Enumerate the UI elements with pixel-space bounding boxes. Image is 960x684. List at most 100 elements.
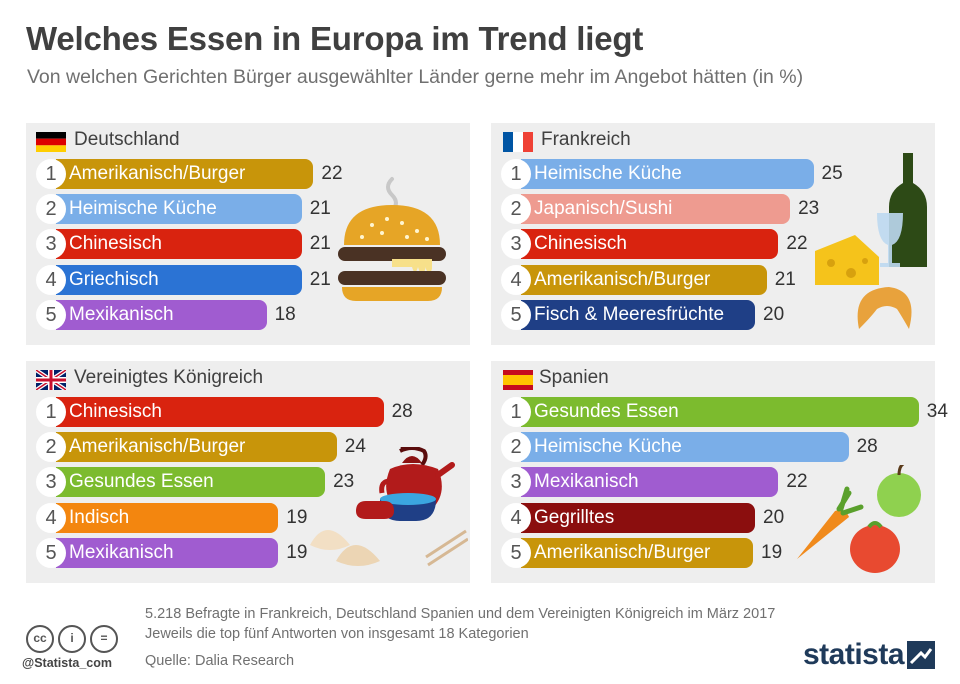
- bar-label: Indisch: [69, 506, 130, 528]
- bar-label: Amerikanisch/Burger: [69, 163, 246, 184]
- bar-value: 20: [763, 303, 785, 325]
- bar: [521, 229, 779, 260]
- bar-value: 24: [344, 436, 366, 458]
- rank-badge: 4: [36, 264, 66, 295]
- rank-badge: 1: [36, 159, 66, 189]
- bar: [521, 397, 919, 427]
- by-icon: i: [58, 625, 86, 653]
- vegetables-icon: [797, 465, 921, 573]
- bar-label: Gesundes Essen: [534, 401, 679, 422]
- bar-label: Amerikanisch/Burger: [69, 436, 246, 458]
- rank-badge: 4: [36, 502, 66, 533]
- teapot-dumplings-icon: [310, 447, 468, 567]
- bar: [521, 159, 814, 189]
- footnote-2: Jeweils die top fünf Antworten von insge…: [145, 626, 529, 642]
- bar: [56, 229, 302, 260]
- panel-title: Vereinigtes Königreich: [74, 367, 264, 388]
- bar: [521, 432, 849, 463]
- uk-flag-icon: [36, 370, 66, 390]
- bar-value: 25: [821, 163, 843, 184]
- rank-badge: 1: [36, 397, 66, 427]
- bar-label: Mexikanisch: [534, 471, 639, 493]
- panel-vereinigtes-koenigreich: Vereinigtes Königreich 1 Chinesisch 28 2 Ame…: [26, 361, 470, 583]
- bar-label: Japanisch/Sushi: [534, 198, 673, 220]
- rank-badge: 2: [501, 194, 531, 225]
- bar: [521, 467, 779, 498]
- bar: [56, 502, 279, 533]
- rank-badge: 2: [36, 194, 66, 225]
- bar: [56, 264, 302, 295]
- bar-value: 28: [391, 401, 413, 422]
- rank-badge: 3: [501, 467, 531, 498]
- chart-subtitle: Von welchen Gerichten Bürger ausgewählte…: [27, 66, 804, 88]
- bar: [56, 397, 384, 427]
- bar-label: Heimische Küche: [534, 163, 682, 184]
- footnote-1: 5.218 Befragte in Frankreich, Deutschlan…: [145, 606, 776, 622]
- bar: [521, 299, 755, 330]
- bar-label: Fisch & Meeresfrüchte: [534, 303, 725, 325]
- cc-icon: cc: [26, 625, 54, 653]
- bar: [521, 264, 767, 295]
- bar-label: Mexikanisch: [69, 541, 174, 563]
- rank-badge: 5: [501, 537, 531, 568]
- bar: [56, 537, 279, 568]
- bar-value: 28: [856, 436, 878, 458]
- rank-badge: 2: [501, 432, 531, 463]
- bar-label: Chinesisch: [69, 401, 162, 422]
- bar-value: 21: [309, 198, 331, 220]
- panel-title: Spanien: [539, 367, 609, 388]
- bar-value: 19: [286, 506, 308, 528]
- bar: [521, 537, 753, 568]
- source: Quelle: Dalia Research: [145, 653, 295, 669]
- bar-label: Amerikanisch/Burger: [534, 268, 711, 290]
- rank-badge: 5: [501, 299, 531, 330]
- bar-value: 18: [274, 303, 296, 325]
- bar-value: 23: [333, 471, 355, 493]
- rank-badge: 5: [36, 299, 66, 330]
- bar-value: 21: [774, 268, 796, 290]
- bar-label: Gesundes Essen: [69, 471, 214, 493]
- rank-badge: 5: [36, 537, 66, 568]
- bar: [56, 467, 326, 498]
- panel-frankreich: Frankreich 1 Heimische Küche 25 2 Japanisch/…: [491, 123, 935, 345]
- bar-value: 22: [786, 471, 808, 493]
- burger-icon: [338, 177, 446, 301]
- bar-value: 19: [286, 541, 308, 563]
- panel-title: Frankreich: [541, 129, 631, 150]
- rank-badge: 3: [501, 229, 531, 260]
- bar-label: Chinesisch: [69, 233, 162, 255]
- statista-handle: @Statista_com: [22, 656, 112, 670]
- france-flag-icon: [503, 132, 533, 152]
- bar-label: Mexikanisch: [69, 303, 174, 325]
- spain-flag-icon: [503, 370, 533, 390]
- rank-badge: 3: [36, 467, 66, 498]
- bar-label: Heimische Küche: [534, 436, 682, 458]
- chart-title: Welches Essen in Europa im Trend liegt: [26, 20, 644, 57]
- rank-badge: 3: [36, 229, 66, 260]
- rank-badge: 1: [501, 159, 531, 189]
- bar: [56, 432, 337, 463]
- rank-badge: 2: [36, 432, 66, 463]
- bar: [56, 194, 302, 225]
- bar: [56, 159, 314, 189]
- panel-title: Deutschland: [74, 129, 180, 150]
- panel-spanien: Spanien 1 Gesundes Essen 34 2 Heimische Küch…: [491, 361, 948, 583]
- bar: [56, 299, 267, 330]
- bar-value: 23: [798, 198, 820, 220]
- bar-value: 22: [321, 163, 343, 184]
- rank-badge: 4: [501, 264, 531, 295]
- bar-value: 22: [786, 233, 808, 255]
- bar-label: Heimische Küche: [69, 198, 217, 220]
- bar-value: 20: [763, 506, 785, 528]
- bar-label: Chinesisch: [534, 233, 627, 255]
- bar-label: Gegrilltes: [534, 506, 615, 528]
- bar-label: Amerikanisch/Burger: [534, 541, 711, 563]
- rank-badge: 1: [501, 397, 531, 427]
- bar-value: 21: [309, 233, 331, 255]
- bar-value: 34: [926, 401, 948, 422]
- germany-flag-icon: [36, 132, 66, 152]
- nd-icon: =: [90, 625, 118, 653]
- bar-value: 19: [761, 541, 783, 563]
- bar-label: Griechisch: [69, 268, 159, 290]
- statista-logo-icon: [907, 641, 935, 669]
